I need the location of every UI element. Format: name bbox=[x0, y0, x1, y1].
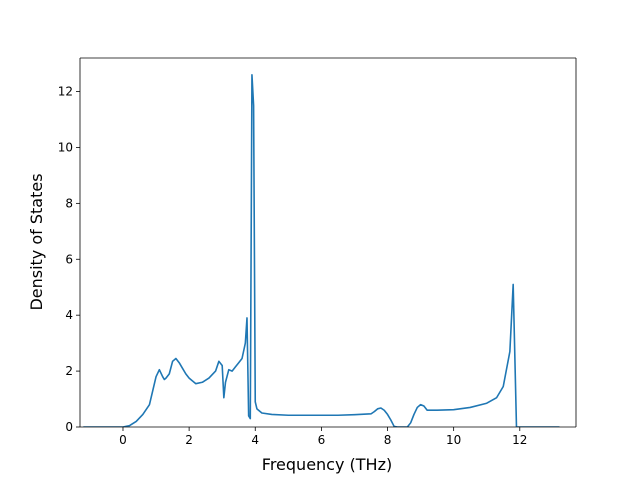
y-tick-label: 8 bbox=[65, 196, 73, 210]
x-axis-label: Frequency (THz) bbox=[262, 455, 392, 474]
dos-series-line-0 bbox=[83, 73, 560, 427]
y-tick-label: 2 bbox=[65, 364, 73, 378]
x-tick-label: 8 bbox=[384, 433, 392, 447]
x-axis-ticks: 0 2 4 6 8 10 12 bbox=[119, 427, 527, 447]
axes-frame bbox=[79, 57, 577, 428]
x-tick-label: 4 bbox=[251, 433, 259, 447]
y-tick-label: 6 bbox=[65, 252, 73, 266]
y-tick-label: 4 bbox=[65, 308, 73, 322]
x-tick-label: 0 bbox=[119, 433, 127, 447]
y-axis-ticks: 0 2 4 6 8 10 12 bbox=[58, 85, 80, 434]
y-tick-label: 0 bbox=[65, 420, 73, 434]
x-tick-label: 6 bbox=[318, 433, 326, 447]
plot-background bbox=[80, 58, 576, 427]
y-tick-label: 12 bbox=[58, 85, 73, 99]
y-tick-label: 10 bbox=[58, 140, 73, 154]
x-tick-label: 2 bbox=[185, 433, 193, 447]
plot-area bbox=[80, 58, 576, 427]
x-tick-label: 10 bbox=[446, 433, 461, 447]
x-tick-label: 12 bbox=[512, 433, 527, 447]
y-axis-label: Density of States bbox=[27, 173, 46, 310]
series-layer bbox=[83, 73, 560, 427]
